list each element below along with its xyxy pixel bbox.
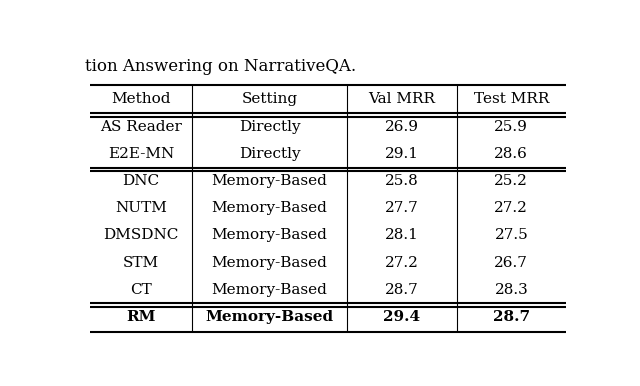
Text: 25.2: 25.2: [494, 174, 528, 188]
Text: Setting: Setting: [242, 92, 298, 106]
Text: 25.8: 25.8: [385, 174, 419, 188]
Text: Memory-Based: Memory-Based: [212, 283, 328, 297]
Text: 26.9: 26.9: [385, 120, 419, 134]
Text: Memory-Based: Memory-Based: [212, 229, 328, 242]
Text: DMSDNC: DMSDNC: [104, 229, 179, 242]
Text: Directly: Directly: [239, 120, 301, 134]
Text: 27.7: 27.7: [385, 201, 419, 215]
Text: Memory-Based: Memory-Based: [212, 256, 328, 269]
Text: AS Reader: AS Reader: [100, 120, 182, 134]
Text: Test MRR: Test MRR: [474, 92, 549, 106]
Text: 28.7: 28.7: [385, 283, 419, 297]
Text: 29.4: 29.4: [383, 310, 420, 325]
Text: Directly: Directly: [239, 147, 301, 161]
Text: Memory-Based: Memory-Based: [205, 310, 333, 325]
Text: Memory-Based: Memory-Based: [212, 201, 328, 215]
Text: 28.6: 28.6: [494, 147, 528, 161]
Text: STM: STM: [123, 256, 159, 269]
Text: Val MRR: Val MRR: [368, 92, 435, 106]
Text: 27.2: 27.2: [385, 256, 419, 269]
Text: 28.3: 28.3: [495, 283, 528, 297]
Text: RM: RM: [126, 310, 156, 325]
Text: 25.9: 25.9: [494, 120, 528, 134]
Text: DNC: DNC: [122, 174, 159, 188]
Text: CT: CT: [130, 283, 152, 297]
Text: NUTM: NUTM: [115, 201, 167, 215]
Text: tion Answering on NarrativeQA.: tion Answering on NarrativeQA.: [85, 58, 356, 75]
Text: 27.5: 27.5: [495, 229, 528, 242]
Text: 28.1: 28.1: [385, 229, 419, 242]
Text: Memory-Based: Memory-Based: [212, 174, 328, 188]
Text: 28.7: 28.7: [493, 310, 530, 325]
Text: E2E-MN: E2E-MN: [108, 147, 174, 161]
Text: Method: Method: [111, 92, 171, 106]
Text: 29.1: 29.1: [385, 147, 419, 161]
Text: 27.2: 27.2: [494, 201, 528, 215]
Text: 26.7: 26.7: [494, 256, 528, 269]
